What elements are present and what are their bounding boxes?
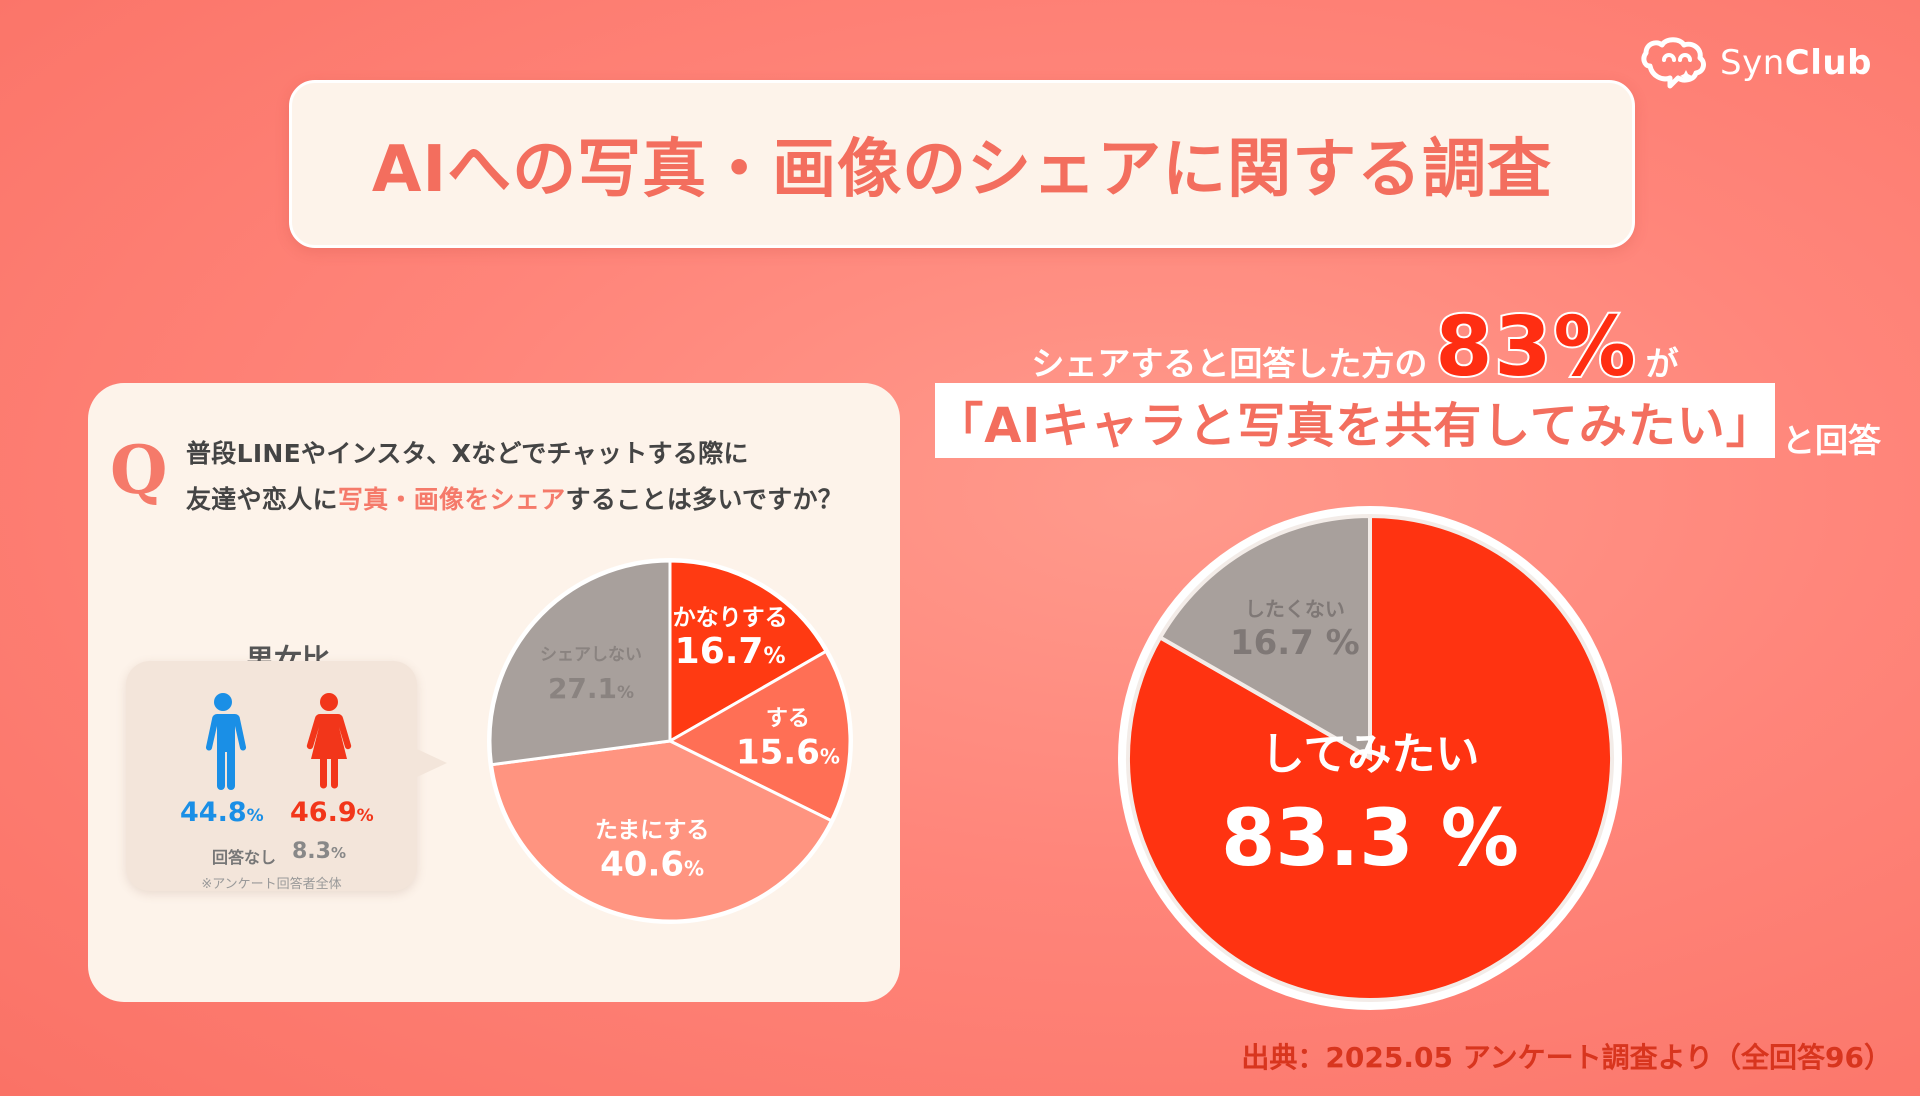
question-line-1: 普段LINEやインスタ、Xなどでチャットする際に: [186, 439, 749, 468]
question-highlight: 写真・画像をシェア: [337, 485, 566, 514]
title-banner: AIへの写真・画像のシェアに関する調査: [289, 80, 1635, 248]
pie-1-slice-0: [668, 559, 829, 744]
pie-1-label-1: する: [766, 706, 810, 731]
brand-name: SynClub: [1720, 43, 1872, 83]
no-answer-label: 回答なし: [212, 848, 277, 867]
no-answer-value: 8.3%: [292, 839, 347, 864]
gender-ratio-bubble: 44.8% 46.9% 回答なし 8.3% ※アンケート回答者全体: [126, 661, 447, 892]
pie-2-value-1: 16.7 %: [1230, 623, 1360, 663]
pie-1-value-0: 16.7%: [675, 631, 786, 672]
chat-bubble-logo-icon: [1641, 37, 1706, 89]
male-person-icon: [205, 693, 247, 790]
page-title: AIへの写真・画像のシェアに関する調査: [371, 133, 1553, 207]
headline-quote-box: 「AIキャラと写真を共有してみたい」: [935, 383, 1775, 458]
pie-1-slice-1: [666, 649, 852, 823]
brand-logo: SynClub: [1640, 36, 1872, 90]
headline-quote: 「AIキャラと写真を共有してみたい」: [935, 397, 1775, 454]
source-note: 出典：2025.05 アンケート調査より（全回答96）: [1241, 1041, 1892, 1074]
female-person-icon: [306, 693, 352, 789]
pie-2-value-0: 83.3 %: [1221, 794, 1519, 884]
pie-1-label-2: たまにする: [595, 818, 710, 844]
pie-1-label-0: かなりする: [673, 605, 788, 631]
headline-big-percent: 83%: [1433, 298, 1638, 397]
pie-1-slice-2: [489, 739, 834, 923]
question-text: 普段LINEやインスタ、Xなどでチャットする際に 友達や恋人に写真・画像をシェア…: [186, 431, 843, 523]
female-percentage: 46.9%: [290, 797, 374, 828]
pie-2-slice-1: [1157, 513, 1372, 762]
question-mark: Q: [110, 431, 168, 509]
pie-1-label-3: シェアしない: [540, 645, 642, 665]
pie-2-label-0: してみたい: [1261, 729, 1480, 780]
headline-line-1: シェアすると回答した方の 83% が: [1031, 298, 1679, 397]
male-percentage: 44.8%: [180, 797, 264, 828]
pie-1-slice-3: [488, 559, 672, 767]
survey-note: ※アンケート回答者全体: [201, 877, 342, 892]
pie-2-label-1: したくない: [1245, 597, 1345, 621]
question-line-2: 友達や恋人に写真・画像をシェアすることは多いですか？: [186, 485, 844, 514]
headline-suffix: と回答: [1782, 421, 1881, 460]
